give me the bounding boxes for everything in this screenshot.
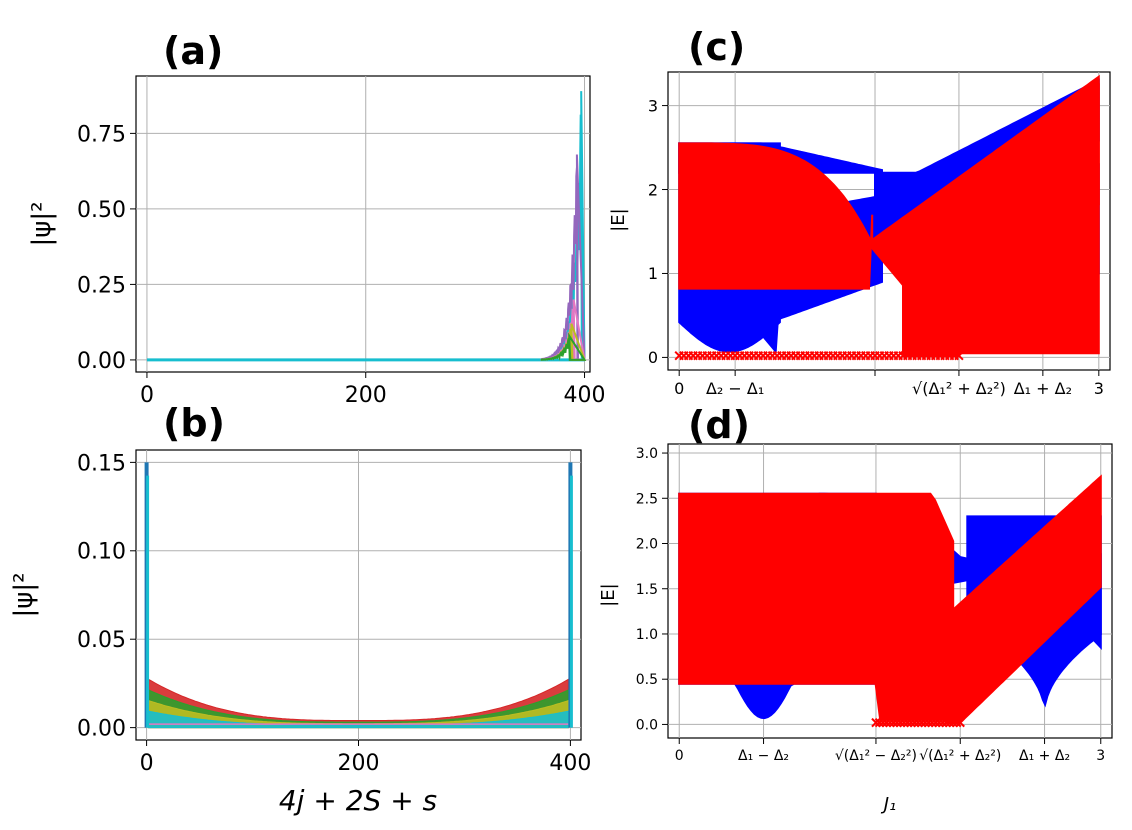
panel-d-ytick-label: 0.0 [636,717,658,733]
panel-d-zero-mode [923,717,934,728]
panel-c-zero-mode [954,351,964,361]
panel-d-zero-mode [945,717,955,728]
panel-a-ytick-label: 0.75 [77,122,126,147]
panel-b-xlabel: 4j + 2S + s [279,784,437,817]
panel-d-xtick-label: Δ₁ − Δ₂ [738,748,789,764]
panel-d-zero-mode [934,717,944,728]
panel-d-zero-mode [916,717,927,728]
panel-d-zero-mode [937,717,948,728]
panel-b-label: (b) [163,401,225,445]
panel-d-zero-mode [871,717,881,728]
panel-c-red-band [678,142,874,290]
panel-b-ytick-label: 0.00 [77,717,126,742]
panel-d-zero-mode [895,717,906,728]
panel-a-xtick-label: 200 [345,383,387,408]
panel-c-red-band [902,83,1100,357]
panel-a-axes [135,75,591,373]
panel-d-xtick-label: √(Δ₁² + Δ₂²) [919,748,1001,764]
panel-a-peak-trace [540,332,587,361]
panel-a-ytick-label: 0.25 [77,273,126,298]
panel-d-ytick-label: 1.5 [636,582,658,598]
panel-d-zero-mode [955,717,965,728]
panel-a-ylabel: |ψ|² [27,201,57,246]
panel-b-xtick-label: 200 [338,751,380,776]
panel-d-zero-mode [888,717,899,728]
panel-a-label: (a) [163,29,223,73]
panel-c-xtick-label: Δ₁ + Δ₂ [1014,379,1072,398]
panel-d-xtick-label: 0 [675,748,684,764]
panel-c-xtick-label: 3 [1094,379,1104,398]
panel-c-xtick-label: √(Δ₁² + Δ₂²) [912,379,1006,398]
panel-d-ytick-label: 2.0 [636,537,658,553]
panel-d-zero-mode [902,717,913,728]
panel-d-zero-mode [906,717,916,728]
panel-b-ytick-label: 0.10 [77,540,126,565]
panel-a-ytick-label: 0.50 [77,198,126,223]
panel-d-zero-mode [930,717,941,728]
panel-c-label: (c) [688,25,745,69]
panel-d-xtick-label: 3 [1096,748,1105,764]
panel-b-xtick-label: 400 [549,751,591,776]
panel-b-ytick-label: 0.15 [77,451,126,476]
panel-d-red-band [945,474,1102,724]
panel-c-xtick-label: 0 [674,379,684,398]
panel-a: (a) 0 200 400 0.00 0.25 0.50 0.75 |ψ|² [27,29,606,408]
panel-c-ylabel: |E| [608,208,629,232]
panel-c-ytick-label: 2 [648,180,658,199]
panel-d-zero-mode [881,717,892,728]
panel-d-zero-mode [874,717,885,728]
panel-d-ytick-label: 0.5 [636,672,658,688]
panel-d-zero-mode [899,717,909,728]
panel-d-xtick-label: Δ₁ + Δ₂ [1019,748,1070,764]
panel-d-zero-mode [941,717,951,728]
panel-d-ytick-label: 1.0 [636,627,658,643]
panel-b-ytick-label: 0.05 [77,628,126,653]
panel-a-ytick-label: 0.00 [77,349,126,374]
panel-d-xlabel: J₁ [881,794,897,815]
panel-d-zero-mode [920,717,930,728]
panel-b-bulk-trace [148,678,569,729]
panel-b: (b) 0 200 400 0.00 0.05 0.10 0.15 |ψ|² 4j + 2S… [9,401,591,817]
panel-c-ytick-label: 3 [648,96,658,115]
panel-d-red-band [678,492,955,721]
panel-d-xtick-label: √(Δ₁² − Δ₂²) [835,748,917,764]
panel-b-bulk-trace [148,689,569,729]
panel-d-axes [667,443,1113,739]
panel-d-zero-mode [927,717,937,728]
panel-b-xtick-label: 0 [140,751,154,776]
panel-d-ylabel: |E| [598,583,619,607]
panel-c-xtick-label: Δ₂ − Δ₁ [706,379,764,398]
panel-d-zero-mode [913,717,923,728]
panel-d-zero-mode [948,717,958,728]
panel-c: (c) 0 Δ₂ − Δ₁ √(Δ₁² + Δ₂²) Δ₁ + Δ₂ 3 0 1 2 3 |E| [608,25,1111,398]
panel-d-label: (d) [688,403,750,447]
panel-c-ytick-label: 0 [648,348,658,367]
panel-c-axes [667,71,1111,371]
panel-d-zero-mode [892,717,902,728]
panel-b-ylabel: |ψ|² [9,572,39,617]
panel-d-zero-mode [952,717,962,728]
panel-d-zero-mode [909,717,920,728]
panel-d-zero-mode [878,717,888,728]
panel-a-xtick-label: 0 [140,383,154,408]
panel-d-ytick-label: 3.0 [636,446,658,462]
panel-d-zero-mode [885,717,895,728]
panel-d: (d) 0 Δ₁ − Δ₂ √(Δ₁² − Δ₂²) √(Δ₁² + Δ₂²) Δ₁ +… [598,403,1113,815]
panel-d-ytick-label: 2.5 [636,491,658,507]
panel-c-ytick-label: 1 [648,264,658,283]
panel-a-xtick-label: 400 [564,383,606,408]
